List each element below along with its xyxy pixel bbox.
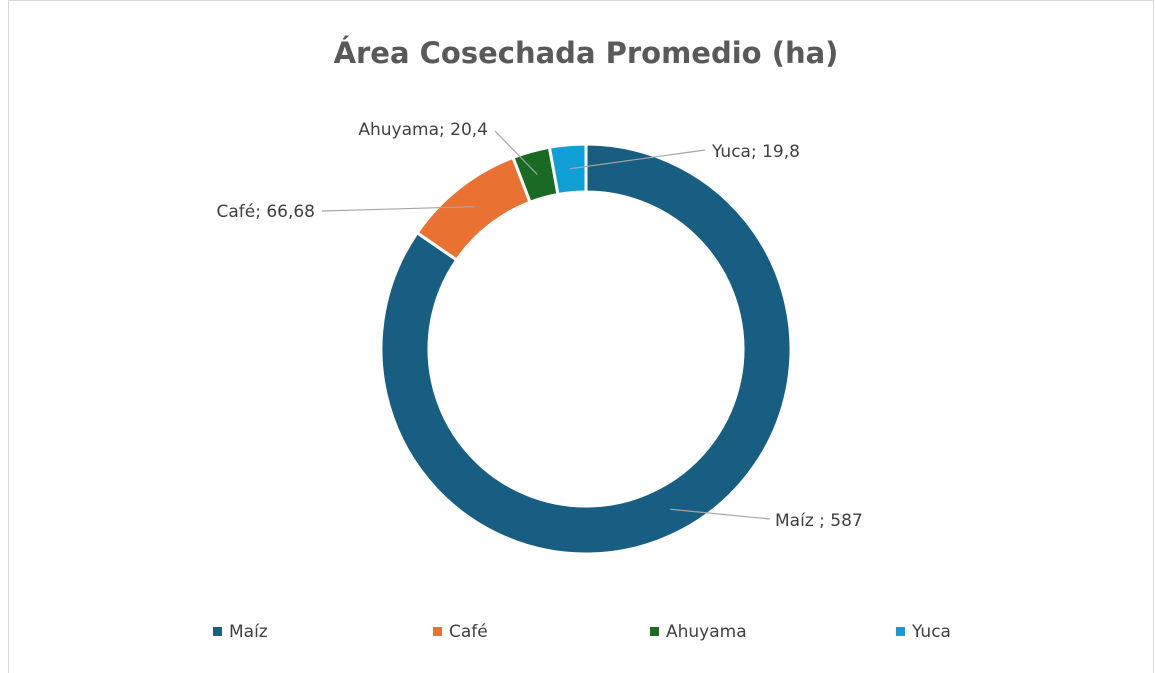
chart-frame: [8, 0, 1154, 673]
legend-label: Maíz: [229, 622, 268, 642]
leader-line: [670, 508, 771, 520]
legend-label: Café: [449, 622, 488, 642]
donut-slice: [379, 142, 793, 556]
data-label: Café; 66,68: [216, 202, 315, 222]
legend-swatch: [433, 627, 442, 636]
chart-title: Área Cosechada Promedio (ha): [334, 36, 839, 70]
leader-line: [494, 130, 538, 176]
legend-swatch: [650, 627, 659, 636]
data-label: Maíz ; 587: [775, 511, 863, 531]
data-label: Ahuyama; 20,4: [358, 120, 488, 140]
donut-slice: [547, 142, 588, 197]
data-label: Yuca; 19,8: [711, 142, 800, 162]
legend-swatch: [213, 627, 222, 636]
legend-label: Yuca: [911, 622, 951, 642]
legend-label: Ahuyama: [666, 622, 747, 642]
legend-swatch: [896, 627, 905, 636]
leader-line: [569, 149, 706, 170]
leader-line: [321, 206, 475, 212]
